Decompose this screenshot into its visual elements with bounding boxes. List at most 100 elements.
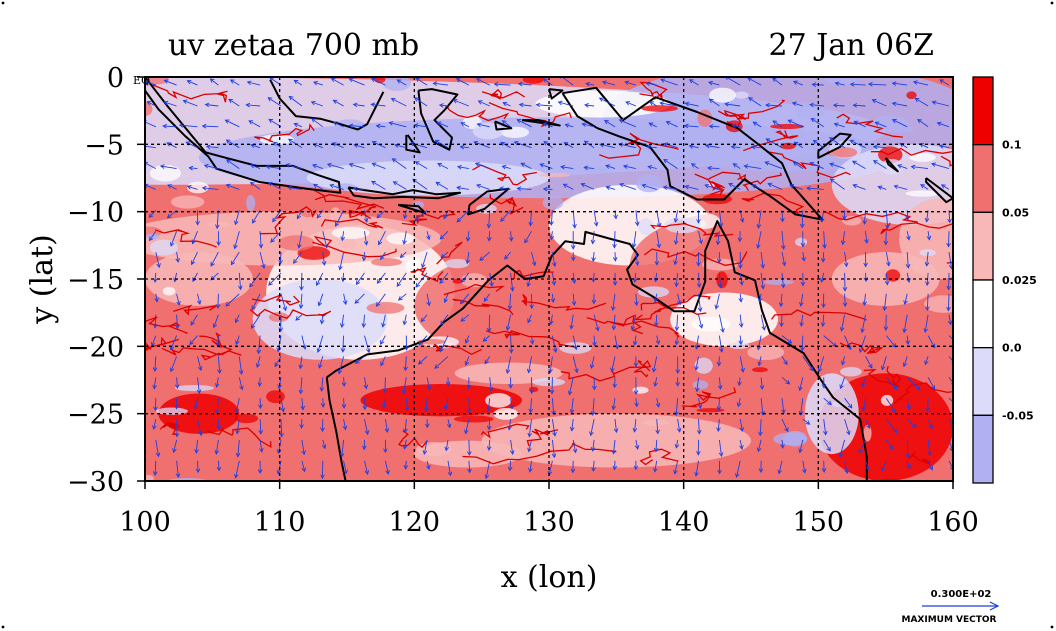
wind-vector-shaft bbox=[844, 418, 850, 435]
wind-vector-shaft bbox=[635, 398, 638, 407]
wind-vector-head bbox=[717, 469, 722, 475]
wind-vector-head bbox=[787, 339, 793, 344]
contour-line-8 bbox=[586, 317, 680, 338]
wind-vector-37 bbox=[175, 460, 181, 479]
wind-vector-head bbox=[402, 320, 408, 326]
wind-vector-436 bbox=[612, 460, 618, 471]
wind-vector-head bbox=[339, 452, 345, 458]
wind-vector-head bbox=[925, 281, 930, 287]
wind-vector-224 bbox=[382, 398, 387, 409]
wind-vector-shaft bbox=[404, 356, 407, 371]
wind-vector-head bbox=[210, 261, 215, 267]
wind-vector-shaft bbox=[155, 439, 160, 457]
wind-vector-head bbox=[288, 95, 294, 101]
wind-vector-shaft bbox=[543, 188, 553, 190]
wind-vector-head bbox=[551, 410, 556, 416]
wind-vector-470 bbox=[653, 377, 658, 388]
wind-vector-shaft bbox=[426, 377, 431, 390]
wind-vector-213 bbox=[371, 162, 386, 170]
wind-vector-head bbox=[802, 468, 807, 474]
contour-line-57 bbox=[770, 309, 867, 321]
wind-vector-102 bbox=[258, 231, 264, 249]
wind-vector-head bbox=[156, 263, 161, 269]
wind-vector-shaft bbox=[173, 439, 178, 453]
wind-vector-head bbox=[330, 77, 336, 83]
wind-vector-323 bbox=[493, 81, 511, 87]
wind-vector-head bbox=[484, 359, 489, 365]
wind-vector-411 bbox=[592, 335, 597, 347]
wind-vector-shaft bbox=[781, 252, 786, 266]
wind-vector-371 bbox=[550, 293, 556, 304]
wind-vector-shaft bbox=[341, 231, 345, 241]
wind-vector-shaft bbox=[885, 335, 897, 348]
wind-vector-shaft bbox=[705, 184, 720, 190]
wind-vector-242 bbox=[401, 377, 407, 395]
wind-vector-head bbox=[323, 243, 329, 249]
field-speck-65 bbox=[696, 408, 725, 413]
wind-vector-shaft bbox=[924, 314, 929, 333]
wind-vector-58 bbox=[204, 102, 219, 108]
wind-vector-shaft bbox=[619, 183, 637, 190]
wind-vector-292 bbox=[465, 231, 471, 242]
wind-vector-shaft bbox=[268, 182, 282, 190]
wind-vector-head bbox=[299, 286, 304, 291]
wind-vector-73 bbox=[216, 419, 222, 431]
wind-vector-shaft bbox=[333, 99, 344, 107]
wind-vector-head bbox=[338, 265, 343, 271]
x-tick-label-4: 140 bbox=[658, 507, 710, 538]
wind-vector-shaft bbox=[277, 439, 282, 454]
wind-vector-head bbox=[653, 382, 658, 388]
wind-vector-head bbox=[340, 348, 346, 353]
wind-vector-282 bbox=[446, 419, 452, 429]
wind-vector-shaft bbox=[561, 77, 574, 86]
wind-vector-75 bbox=[216, 460, 222, 472]
wind-vector-shaft bbox=[823, 397, 832, 405]
wind-vector-shaft bbox=[506, 314, 512, 331]
wind-vector-shaft bbox=[718, 398, 720, 411]
wind-vector-573 bbox=[765, 138, 783, 149]
contour-line-28 bbox=[521, 293, 607, 311]
contour-line-34 bbox=[610, 314, 644, 335]
wind-vector-shaft bbox=[800, 293, 804, 306]
wind-vector-556 bbox=[751, 184, 762, 190]
wind-vector-433 bbox=[611, 398, 617, 411]
wind-vector-head bbox=[842, 302, 848, 308]
wind-vector-head bbox=[225, 183, 231, 189]
wind-vector-shaft bbox=[194, 398, 198, 409]
wind-vector-shaft bbox=[488, 210, 491, 228]
wind-vector-shaft bbox=[760, 272, 764, 289]
wind-vector-shaft bbox=[613, 231, 616, 248]
wind-vector-420 bbox=[604, 120, 616, 128]
wind-vector-shaft bbox=[543, 78, 553, 86]
wind-vector-508 bbox=[694, 377, 700, 393]
wind-vector-shaft bbox=[660, 79, 678, 86]
contour-line-67 bbox=[249, 308, 332, 319]
wind-vector-head bbox=[390, 97, 396, 103]
wind-vector-head bbox=[163, 79, 169, 84]
wind-vector-shaft bbox=[634, 335, 637, 345]
wind-vector-head bbox=[574, 368, 579, 374]
wind-vector-shaft bbox=[467, 231, 470, 241]
wind-vector-head bbox=[302, 344, 307, 350]
wind-vector-280 bbox=[445, 377, 451, 387]
wind-vector-485 bbox=[677, 293, 682, 306]
wind-vector-192 bbox=[348, 123, 365, 129]
wind-vector-387 bbox=[570, 231, 576, 250]
wind-vector-head bbox=[502, 101, 508, 107]
wind-vector-head bbox=[342, 300, 348, 306]
wind-vector-140 bbox=[297, 231, 303, 249]
wind-vector-head bbox=[182, 99, 188, 104]
wind-vector-shaft bbox=[853, 184, 866, 190]
wind-vector-435 bbox=[611, 439, 617, 455]
wind-vector-shaft bbox=[572, 356, 578, 373]
wind-vector-shaft bbox=[500, 210, 511, 222]
wind-vector-head bbox=[905, 340, 911, 346]
contour-line-54 bbox=[694, 171, 752, 185]
wind-vector-shaft bbox=[655, 272, 658, 282]
wind-vector-shaft bbox=[675, 231, 679, 245]
wind-vector-shaft bbox=[674, 252, 679, 265]
wind-vector-shaft bbox=[280, 398, 284, 412]
wind-vector-head bbox=[781, 261, 787, 267]
wind-vector-shaft bbox=[653, 356, 658, 372]
wind-vector-shaft bbox=[800, 314, 804, 326]
